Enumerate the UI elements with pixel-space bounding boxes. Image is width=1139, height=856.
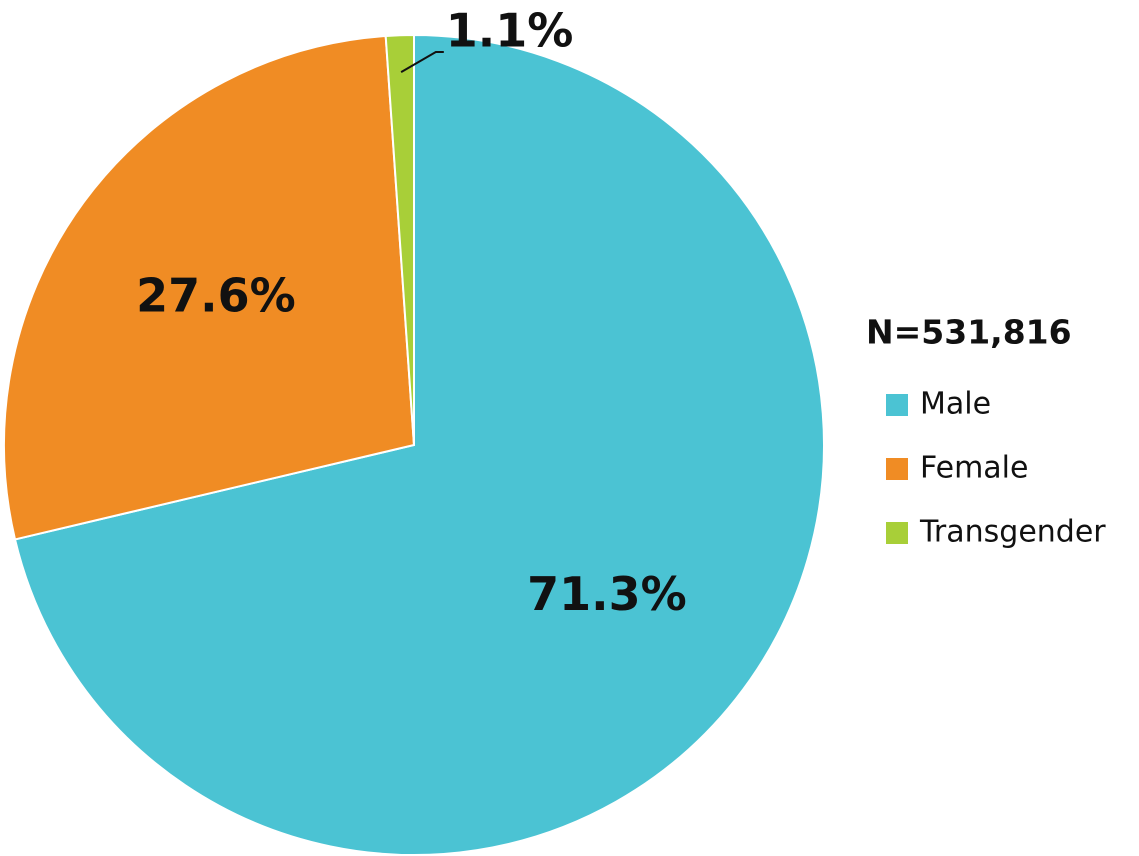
- leader-line: [400, 51, 444, 73]
- pie-slice: [3, 34, 416, 541]
- legend-swatch: [886, 458, 908, 480]
- pie-slice: [384, 33, 415, 446]
- value-label: 27.6%: [136, 269, 296, 323]
- legend-swatch: [886, 394, 908, 416]
- value-label: 1.1%: [446, 4, 574, 58]
- legend-swatch: [886, 522, 908, 544]
- legend-label: Female: [920, 451, 1028, 486]
- legend-label: Male: [920, 387, 991, 422]
- value-label: 71.3%: [527, 567, 687, 621]
- pie-slice: [13, 33, 825, 856]
- legend-title: N=531,816: [866, 313, 1072, 352]
- legend-label: Transgender: [919, 515, 1106, 550]
